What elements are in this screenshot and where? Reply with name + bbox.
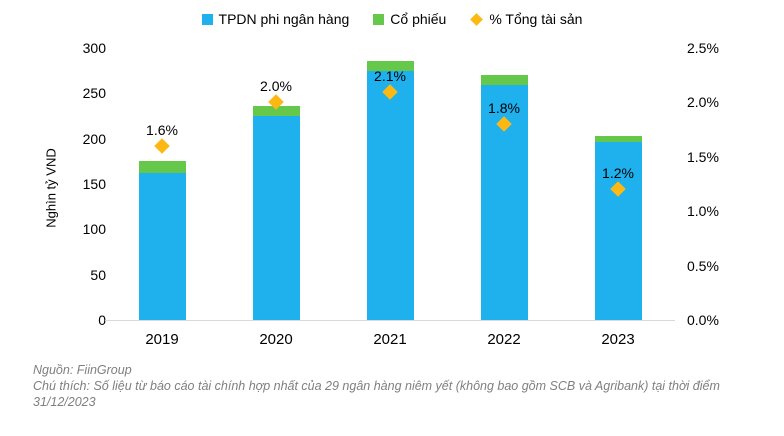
percent-data-label: 1.6% <box>146 121 178 138</box>
right-axis-tick-label: 0.5% <box>687 257 719 274</box>
right-axis-tick-label: 1.0% <box>687 203 719 220</box>
square-legend-icon <box>373 13 385 25</box>
x-axis-category-label: 2022 <box>487 331 521 348</box>
right-axis-tick-label: 1.5% <box>687 148 719 165</box>
legend-item-2: % Tổng tài sản <box>470 11 582 27</box>
plot-area: Nghìn tỷ VND 0 50 100 150 200 250 300 0.0% 0.5% 1… <box>43 40 719 348</box>
x-axis-line <box>105 320 675 321</box>
square-legend-icon <box>201 13 213 25</box>
x-axis-category-label: 2023 <box>601 331 635 348</box>
legend-label: Cổ phiếu <box>390 11 447 27</box>
chart-footer: Nguồn: FiinGroup Chú thích: Số liệu từ b… <box>33 362 763 410</box>
legend-item-1: Cổ phiếu <box>373 11 446 27</box>
left-axis-tick-label: 150 <box>82 176 106 192</box>
left-axis-tick-label: 250 <box>82 85 106 102</box>
percent-data-label: 2.0% <box>260 78 292 95</box>
left-axis-tick-label: 0 <box>98 312 106 328</box>
bar-segment-cophieu <box>252 106 300 116</box>
x-axis-category-label: 2019 <box>145 331 179 348</box>
source-text: Nguồn: FiinGroup <box>33 363 132 377</box>
x-axis-category-label: 2021 <box>373 331 407 348</box>
diamond-marker <box>154 138 170 154</box>
right-axis-tick-label: 0.0% <box>687 312 719 328</box>
bar-segment-tpdn <box>594 142 642 320</box>
chart-legend: TPDN phi ngân hàng Cổ phiếu % Tổng tài sản <box>0 11 784 27</box>
left-axis-tick-label: 50 <box>90 266 106 283</box>
right-axis-tick-label: 2.5% <box>687 40 719 56</box>
legend-label: % Tổng tài sản <box>489 11 583 27</box>
bar-segment-tpdn <box>366 70 414 320</box>
note-text-line2: 31/12/2023 <box>33 395 96 409</box>
percent-data-label: 2.1% <box>374 67 406 84</box>
left-axis-tick-label: 300 <box>82 40 106 56</box>
bar-segment-tpdn <box>252 116 300 320</box>
legend-label: TPDN phi ngân hàng <box>218 11 350 27</box>
note-text-line1: Chú thích: Số liệu từ báo cáo tài chính … <box>33 379 720 393</box>
percent-data-label: 1.2% <box>602 165 634 182</box>
percent-data-label: 1.8% <box>488 100 520 117</box>
bar-segment-cophieu <box>138 161 186 174</box>
bar-segment-tpdn <box>138 173 186 320</box>
left-axis-tick-label: 200 <box>82 130 106 147</box>
right-axis-tick-label: 2.0% <box>687 94 719 111</box>
left-axis-title: Nghìn tỷ VND <box>43 148 59 228</box>
left-axis-tick-label: 100 <box>82 221 106 238</box>
bar-segment-cophieu <box>594 135 642 143</box>
x-axis-category-label: 2020 <box>259 331 293 348</box>
bar-segment-cophieu <box>366 60 414 71</box>
legend-item-0: TPDN phi ngân hàng <box>201 11 350 27</box>
bar-segment-cophieu <box>480 75 528 86</box>
